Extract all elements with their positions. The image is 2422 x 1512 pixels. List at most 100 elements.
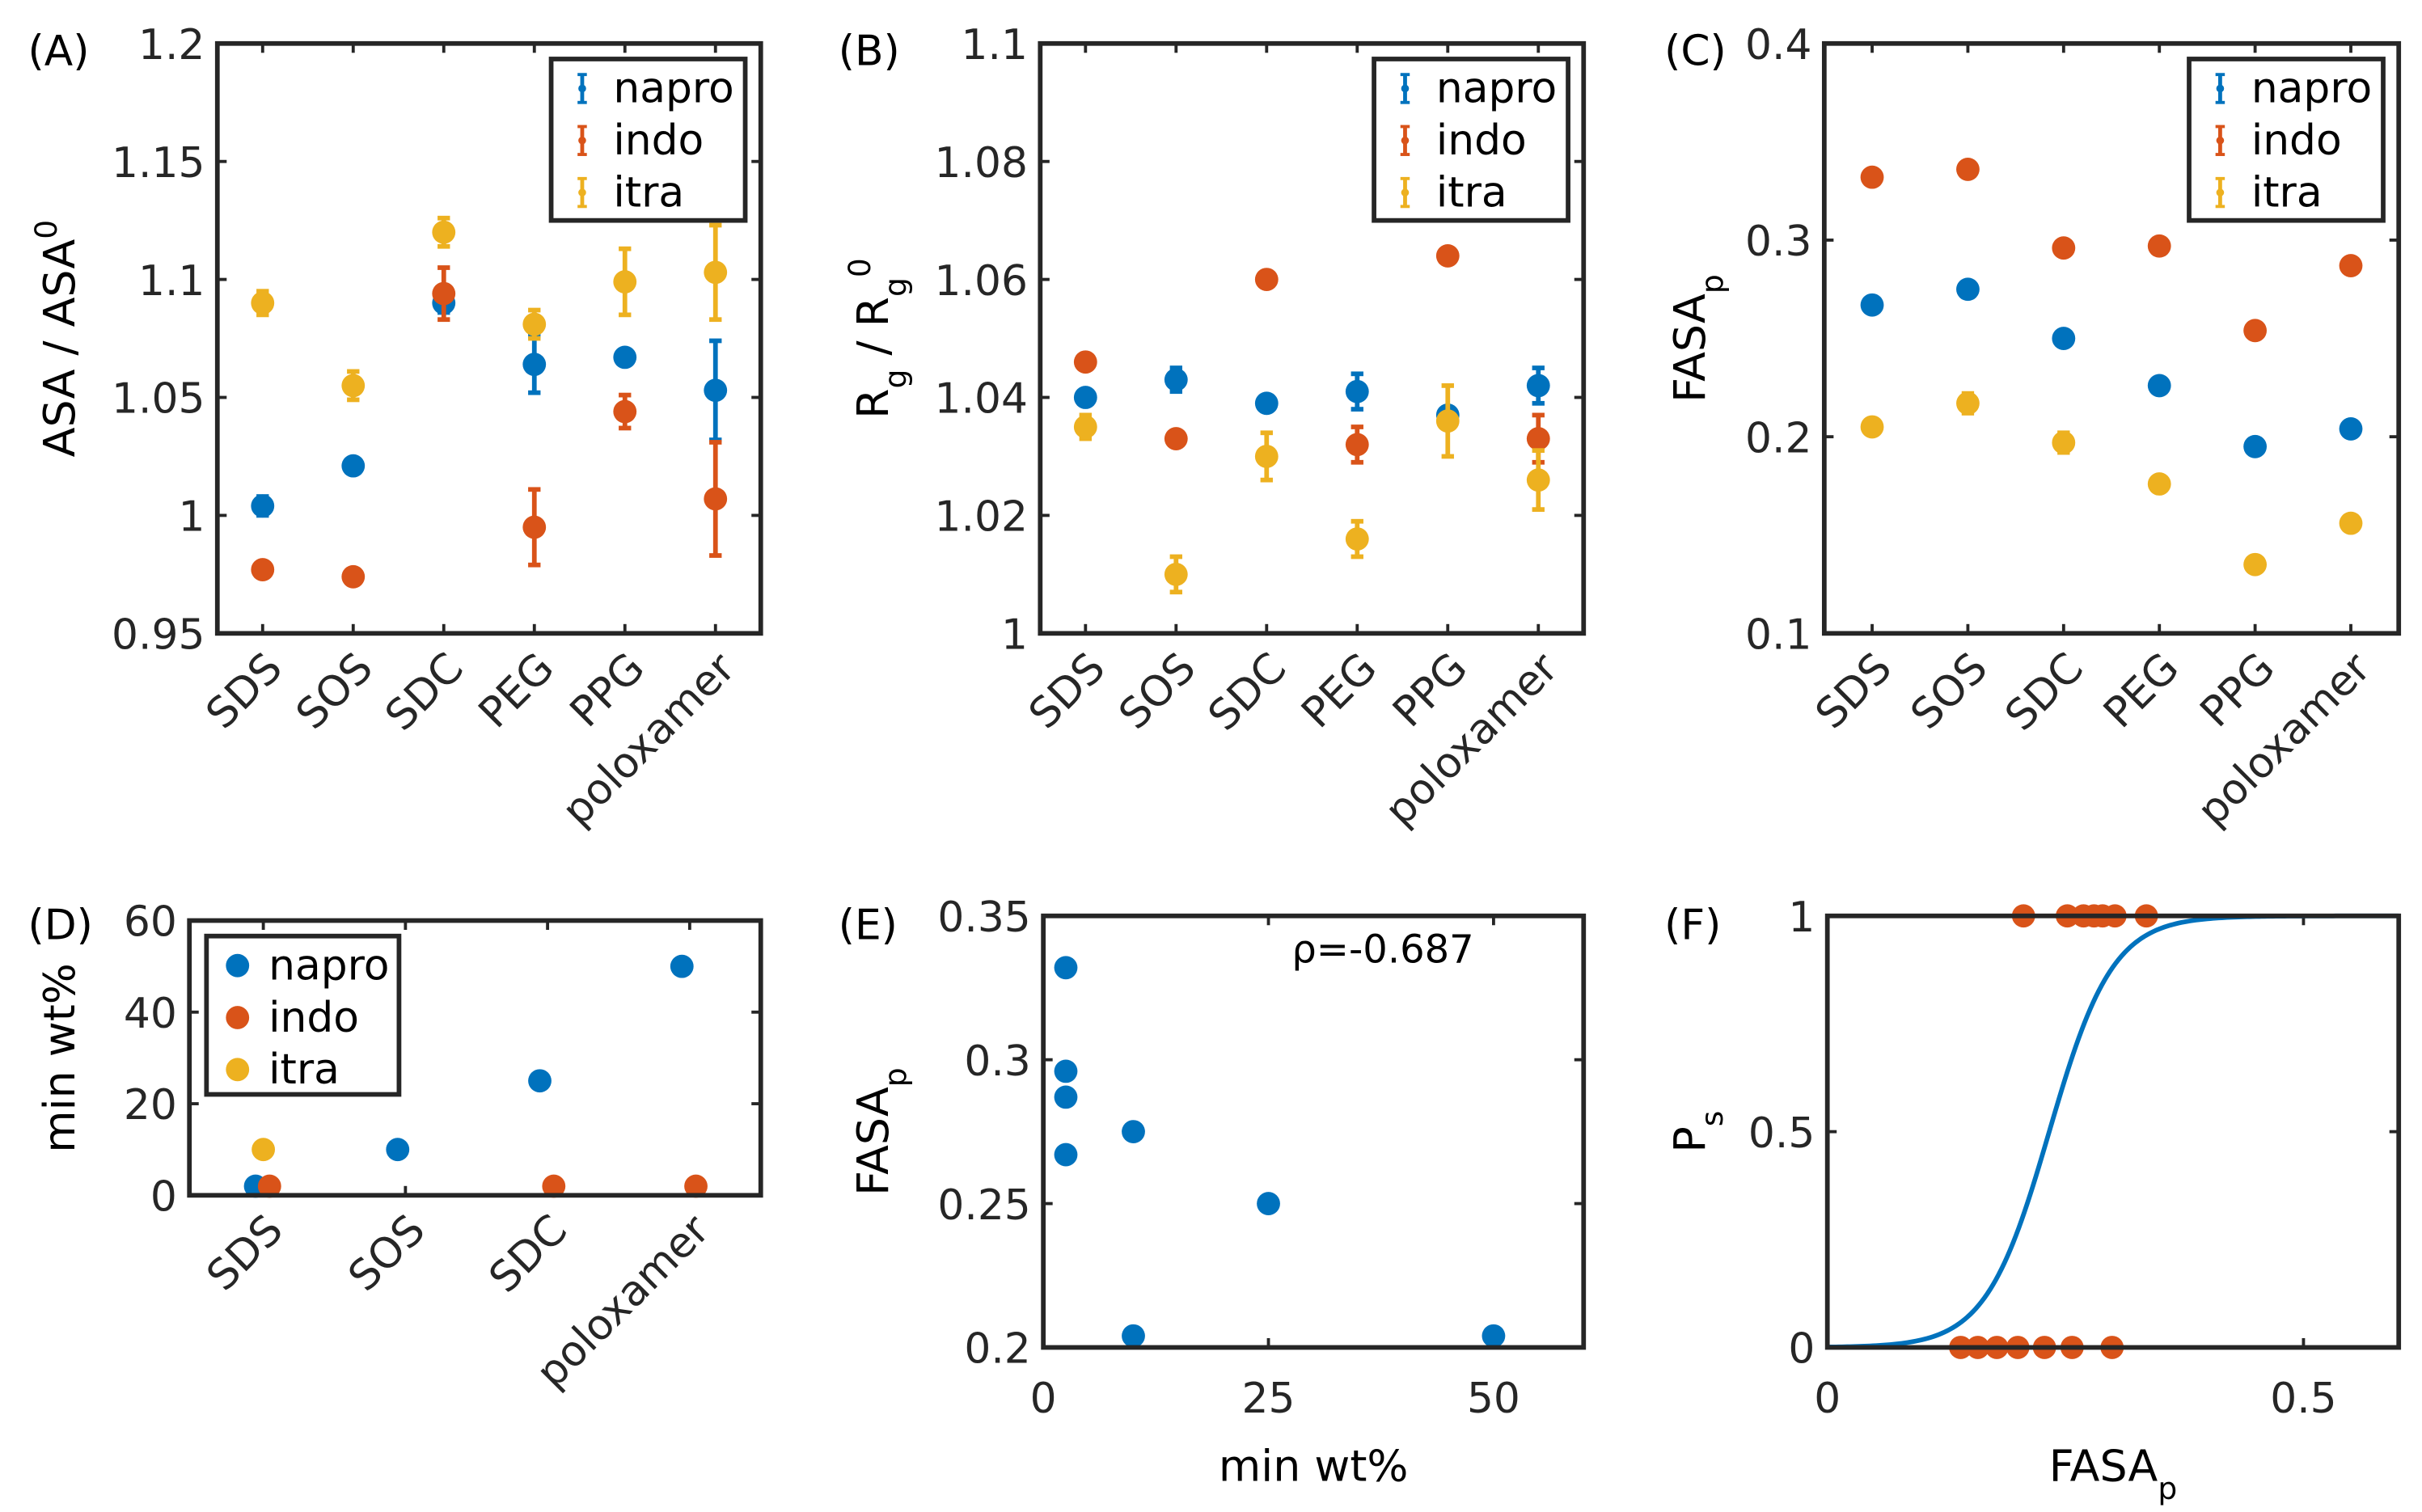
x-tick-label: SOS: [287, 644, 383, 739]
data-point-indo: [1956, 158, 1980, 181]
data-point-indo: [341, 564, 366, 589]
data-point-itra: [522, 312, 547, 336]
data-point-napro: [1257, 1192, 1280, 1215]
y-tick-label: 1.1: [138, 257, 205, 306]
data-point-napro: [2147, 374, 2171, 398]
y-tick-label: 0.2: [964, 1325, 1030, 1374]
legend-label-itra: itra: [268, 1045, 340, 1094]
data-point-napro: [2339, 417, 2363, 441]
x-tick-label: SDS: [1807, 644, 1901, 738]
legend-marker-icon: [2216, 188, 2225, 196]
y-tick-label: 20: [124, 1081, 177, 1130]
y-tick-label: 1: [1788, 893, 1815, 942]
data-point-napro: [1054, 1085, 1078, 1109]
legend-marker-icon: [578, 84, 586, 93]
x-axis-label-part: FASA: [2049, 1441, 2158, 1492]
x-tick-label: 0: [1814, 1375, 1841, 1423]
legend-label-indo: indo: [268, 994, 359, 1042]
axes-frame: [1821, 40, 2402, 636]
legend-label-itra: itra: [613, 168, 684, 217]
panel-label: (F): [1664, 902, 1721, 950]
data-point-napro: [1073, 386, 1097, 409]
legend-marker-icon: [578, 136, 586, 145]
y-axis-label-part: g: [877, 277, 913, 297]
y-axis-label-part: FASA: [1664, 294, 1715, 403]
y-tick-label: 1.06: [935, 257, 1028, 306]
data-point-napro: [1054, 1142, 1078, 1167]
data-point-indo: [432, 281, 456, 306]
data-point-indo: [704, 487, 728, 511]
y-tick-label: 0.2: [1745, 414, 1811, 462]
x-tick-label: SDS: [197, 644, 292, 738]
data-point-itra: [251, 1138, 276, 1162]
legend-marker-icon: [2216, 84, 2225, 93]
data-point-itra: [1860, 415, 1884, 439]
legend-label-itra: itra: [2251, 168, 2323, 217]
data-point-napro: [1254, 391, 1279, 416]
legend-label-napro: napro: [2251, 65, 2372, 113]
legend-label-indo: indo: [1436, 116, 1527, 165]
y-tick-label: 0.35: [937, 893, 1030, 942]
y-tick-label: 0.4: [1745, 21, 1811, 70]
data-point-itra: [1435, 409, 1460, 433]
y-tick-label: 0: [1788, 1325, 1815, 1374]
y-tick-label: 1.08: [935, 139, 1028, 188]
y-axis-label-part: P: [1664, 1126, 1715, 1152]
x-tick-label: 25: [1242, 1375, 1296, 1423]
x-tick-label: 50: [1467, 1375, 1520, 1423]
y-axis-label-part: min wt%: [34, 963, 85, 1153]
data-point-napro: [613, 345, 637, 370]
legend-label-napro: napro: [268, 941, 389, 990]
x-axis-label: min wt%: [1219, 1441, 1409, 1492]
data-point-indo: [2052, 236, 2076, 260]
legend-marker-icon: [1401, 188, 1410, 196]
data-point-napro: [1122, 1120, 1145, 1144]
data-point-itra: [432, 220, 456, 244]
y-axis-label: min wt%: [34, 963, 85, 1153]
y-tick-label: 1.04: [935, 375, 1028, 424]
data-point-napro: [1122, 1324, 1145, 1348]
x-tick-label: PEG: [470, 644, 564, 737]
data-point-itra: [1164, 562, 1188, 586]
y-tick-label: 0.95: [112, 611, 205, 660]
data-point-itra: [341, 374, 366, 398]
data-point-napro: [2243, 434, 2268, 458]
y-tick-label: 1.15: [112, 139, 205, 188]
legend-marker-icon: [1401, 84, 1410, 93]
data-point-indo: [251, 558, 275, 581]
x-tick-label: PEG: [2094, 644, 2188, 737]
data-point-indo: [1526, 427, 1550, 450]
y-axis-label-part: / R: [847, 297, 898, 370]
y-tick-label: 1.1: [962, 21, 1028, 70]
x-tick-label: 0: [1030, 1375, 1057, 1423]
data-point-indo: [1073, 350, 1097, 374]
y-tick-label: 1: [1001, 611, 1028, 660]
y-axis-label-part: 0: [842, 258, 877, 277]
data-point-napro: [1054, 956, 1078, 980]
data-point-indo: [684, 1174, 708, 1198]
y-tick-label: 1.02: [935, 493, 1028, 542]
axes-frame: [1824, 913, 2402, 1350]
x-axis-label: FASAp: [2049, 1441, 2178, 1506]
y-axis-label-part: p: [1694, 274, 1730, 294]
legend-label-indo: indo: [613, 116, 704, 165]
y-tick-label: 1: [178, 493, 205, 542]
data-point-indo: [2243, 319, 2268, 343]
legend-label-indo: indo: [2251, 116, 2342, 165]
data-point-indo: [1164, 427, 1188, 450]
data-point-itra: [2147, 472, 2171, 496]
y-tick-label: 0.25: [937, 1181, 1030, 1230]
data-point-indo: [257, 1174, 281, 1198]
data-point-napro: [1054, 1059, 1078, 1083]
data-point-itra: [2243, 552, 2268, 577]
legend-marker-icon: [1401, 136, 1410, 145]
data-point-napro: [341, 454, 366, 478]
y-tick-label: 60: [124, 898, 177, 947]
data-point-napro: [1956, 277, 1980, 302]
legend-marker-icon: [226, 1058, 250, 1082]
legend-label-napro: napro: [613, 65, 733, 113]
data-point-napro: [522, 353, 547, 377]
